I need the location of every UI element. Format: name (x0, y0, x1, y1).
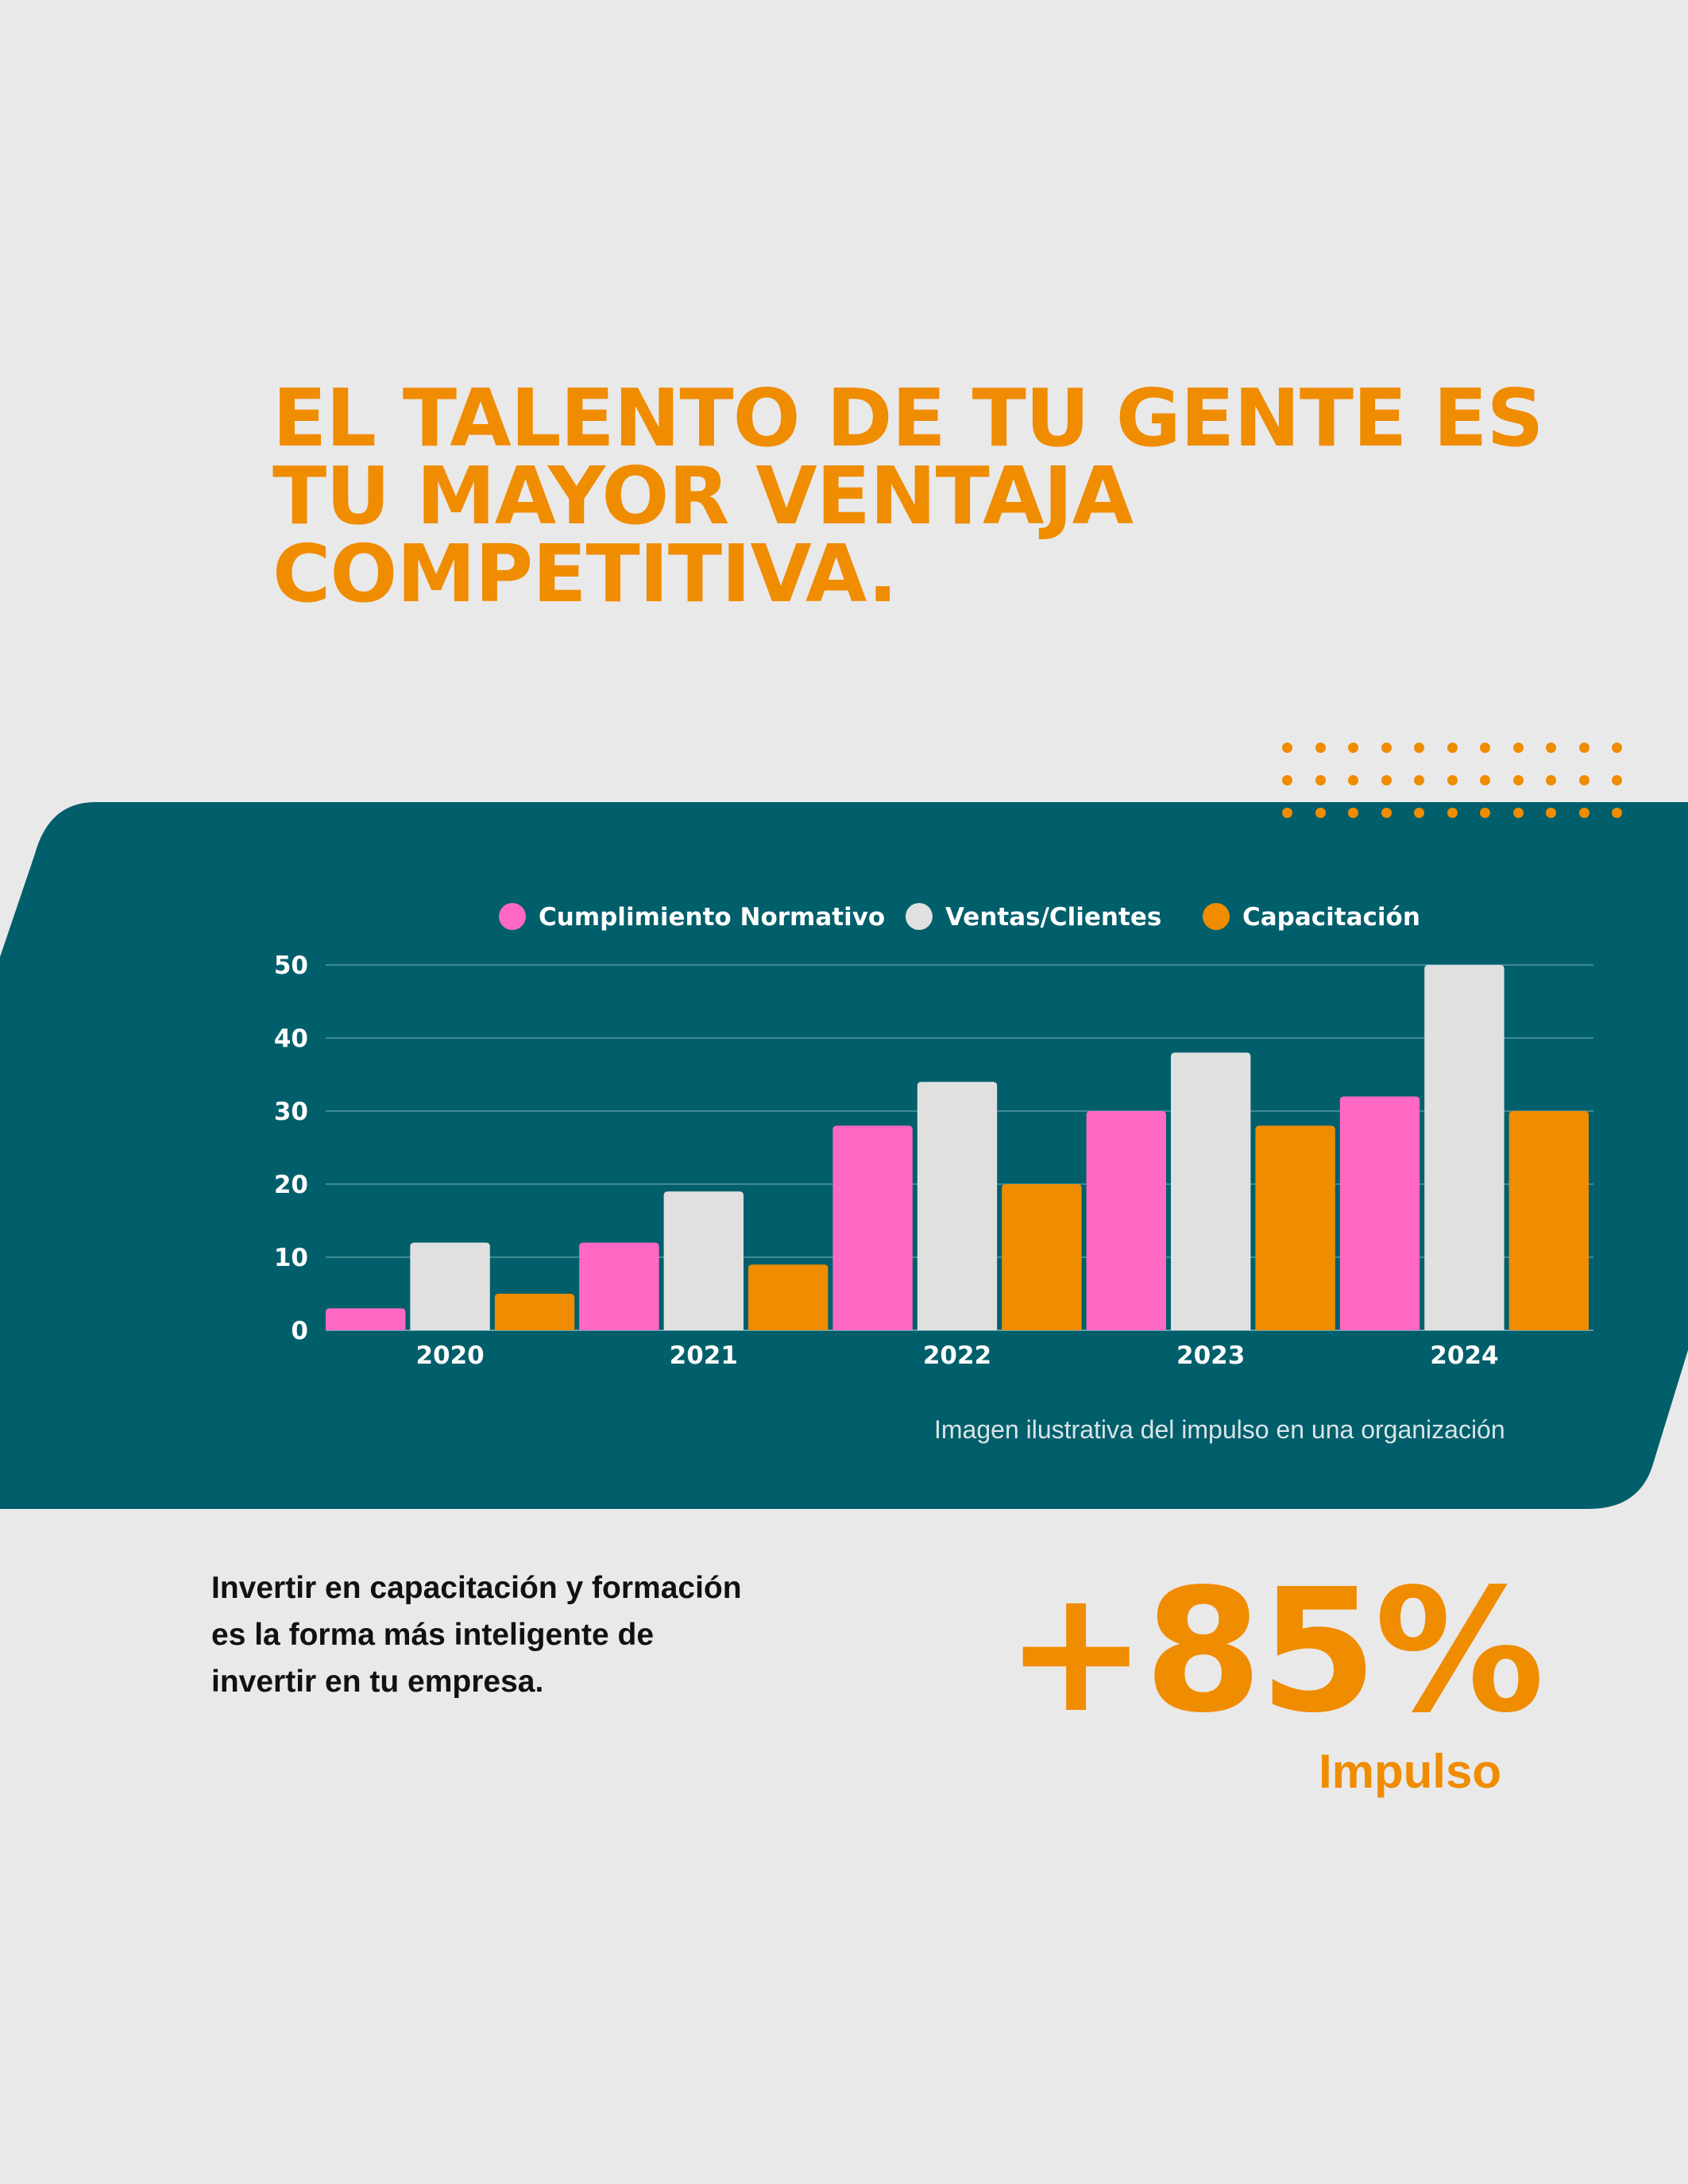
stat-value: +85% (1005, 1553, 1545, 1750)
legend-label: Ventas/Clientes (945, 903, 1161, 932)
decorative-dot (1315, 775, 1326, 785)
bar (579, 1242, 659, 1330)
x-tick-label: 2024 (1430, 1341, 1498, 1370)
decorative-dot (1381, 808, 1392, 818)
y-tick-label: 0 (291, 1317, 308, 1345)
decorative-dot (1447, 775, 1458, 785)
bar (1424, 965, 1505, 1330)
bar (410, 1242, 490, 1330)
decorative-dot (1480, 743, 1490, 753)
decorative-dot (1348, 775, 1358, 785)
decorative-dot (1578, 808, 1590, 818)
decorative-dot (1612, 743, 1622, 753)
legend-swatch (1203, 903, 1230, 930)
headline-line-3: COMPETITIVA. (272, 527, 898, 620)
bar (1002, 1184, 1082, 1330)
x-tick-label: 2023 (1176, 1341, 1245, 1370)
decorative-dot (1512, 775, 1524, 785)
chart-caption: Imagen ilustrativa del impulso en una or… (934, 1415, 1505, 1444)
decorative-dot (1315, 808, 1326, 818)
decorative-dot (1414, 743, 1424, 753)
chart-y-axis: 0 10 20 30 40 50 (274, 951, 308, 1345)
decorative-dot (1282, 808, 1292, 818)
decorative-dot (1447, 808, 1458, 818)
decorative-dot (1612, 775, 1622, 785)
y-tick-label: 10 (274, 1244, 308, 1272)
bar (1086, 1111, 1166, 1330)
decorative-dot (1512, 743, 1524, 753)
decorative-dot (1612, 808, 1622, 818)
bar (1255, 1125, 1335, 1330)
legend-label: Cumplimiento Normativo (539, 903, 885, 932)
decorative-dot (1315, 743, 1326, 753)
bar (748, 1264, 829, 1330)
decorative-dot (1282, 743, 1292, 753)
decorative-dot (1578, 775, 1590, 785)
body-text: Invertir en capacitación y formación es … (211, 1565, 815, 1705)
body-text-line-3: invertir en tu empresa. (211, 1665, 544, 1699)
bar (1339, 1096, 1420, 1330)
decorative-dot (1282, 775, 1292, 785)
bar (663, 1191, 744, 1330)
decorative-dot (1512, 808, 1524, 818)
x-tick-label: 2020 (415, 1341, 484, 1370)
decorative-dot (1546, 775, 1556, 785)
bar (832, 1125, 913, 1330)
bar (1171, 1052, 1251, 1330)
chart-legend: Cumplimiento Normativo Ventas/Clientes Cap… (499, 903, 1420, 932)
bar (494, 1294, 575, 1330)
chart-bars (326, 965, 1589, 1330)
decorative-dot (1348, 808, 1358, 818)
headline-line-1: EL TALENTO DE TU GENTE ES (272, 372, 1544, 465)
decorative-dot (1480, 808, 1490, 818)
y-tick-label: 20 (274, 1171, 308, 1199)
decorative-dot (1414, 775, 1424, 785)
decorative-dot (1381, 775, 1392, 785)
x-tick-label: 2022 (923, 1341, 991, 1370)
stat-label: Impulso (1318, 1745, 1501, 1798)
decorative-dot (1447, 743, 1458, 753)
bar (1508, 1111, 1589, 1330)
body-text-line-2: es la forma más inteligente de (211, 1618, 655, 1652)
decorative-dot (1348, 743, 1358, 753)
legend-label: Capacitación (1242, 903, 1420, 932)
y-tick-label: 40 (274, 1024, 308, 1053)
legend-swatch (906, 903, 933, 930)
decorative-dot (1480, 775, 1490, 785)
x-tick-label: 2021 (670, 1341, 738, 1370)
decorative-dot (1546, 743, 1556, 753)
decorative-dot (1414, 808, 1424, 818)
bar (326, 1308, 406, 1330)
headline-line-2: TU MAYOR VENTAJA (272, 450, 1134, 542)
chart-x-axis: 2020 2021 2022 2023 2024 (415, 1341, 1498, 1370)
legend-swatch (499, 903, 526, 930)
y-tick-label: 50 (274, 951, 308, 980)
y-tick-label: 30 (274, 1098, 308, 1126)
decorative-dot (1381, 743, 1392, 753)
body-text-line-1: Invertir en capacitación y formación (211, 1571, 742, 1605)
decorative-dot (1546, 808, 1556, 818)
bar (917, 1082, 998, 1330)
headline: EL TALENTO DE TU GENTE ES TU MAYOR VENTA… (272, 372, 1583, 620)
decorative-dot (1578, 743, 1590, 753)
